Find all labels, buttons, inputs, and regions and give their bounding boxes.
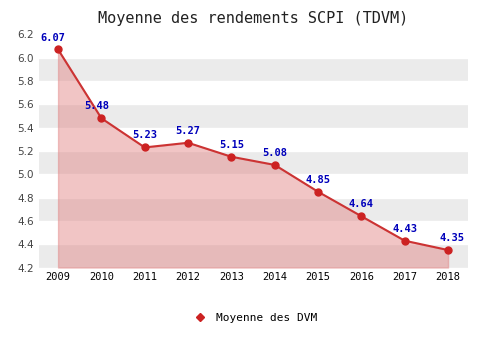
Moyenne des DVM [142, 145, 147, 150]
Moyenne des DVM [315, 190, 321, 194]
Text: 6.07: 6.07 [40, 33, 65, 43]
Text: 4.43: 4.43 [392, 224, 417, 234]
Moyenne des DVM [445, 248, 451, 252]
Text: 5.23: 5.23 [132, 130, 157, 141]
Moyenne des DVM [98, 116, 104, 120]
Moyenne des DVM [402, 239, 408, 243]
Moyenne des DVM [55, 47, 61, 51]
Text: 5.27: 5.27 [175, 126, 201, 136]
Text: 4.35: 4.35 [440, 233, 465, 243]
Moyenne des DVM [359, 214, 364, 218]
Bar [39, 151, 468, 174]
Moyenne des DVM [228, 155, 234, 159]
Legend: Moyenne des DVM: Moyenne des DVM [185, 308, 321, 327]
Title: Moyenne des rendements SCPI (TDVM): Moyenne des rendements SCPI (TDVM) [98, 11, 408, 26]
Moyenne des DVM [185, 141, 191, 145]
Text: 5.48: 5.48 [85, 101, 110, 111]
Bar [39, 244, 468, 268]
Bar [39, 198, 468, 221]
Bar [39, 104, 468, 128]
Text: 4.85: 4.85 [306, 175, 331, 185]
Bar [39, 58, 468, 81]
Text: 5.15: 5.15 [219, 140, 244, 150]
Text: 4.64: 4.64 [349, 199, 374, 209]
Moyenne des DVM [272, 163, 278, 167]
Text: 5.08: 5.08 [262, 148, 287, 158]
Line: Moyenne des DVM: Moyenne des DVM [54, 46, 452, 253]
